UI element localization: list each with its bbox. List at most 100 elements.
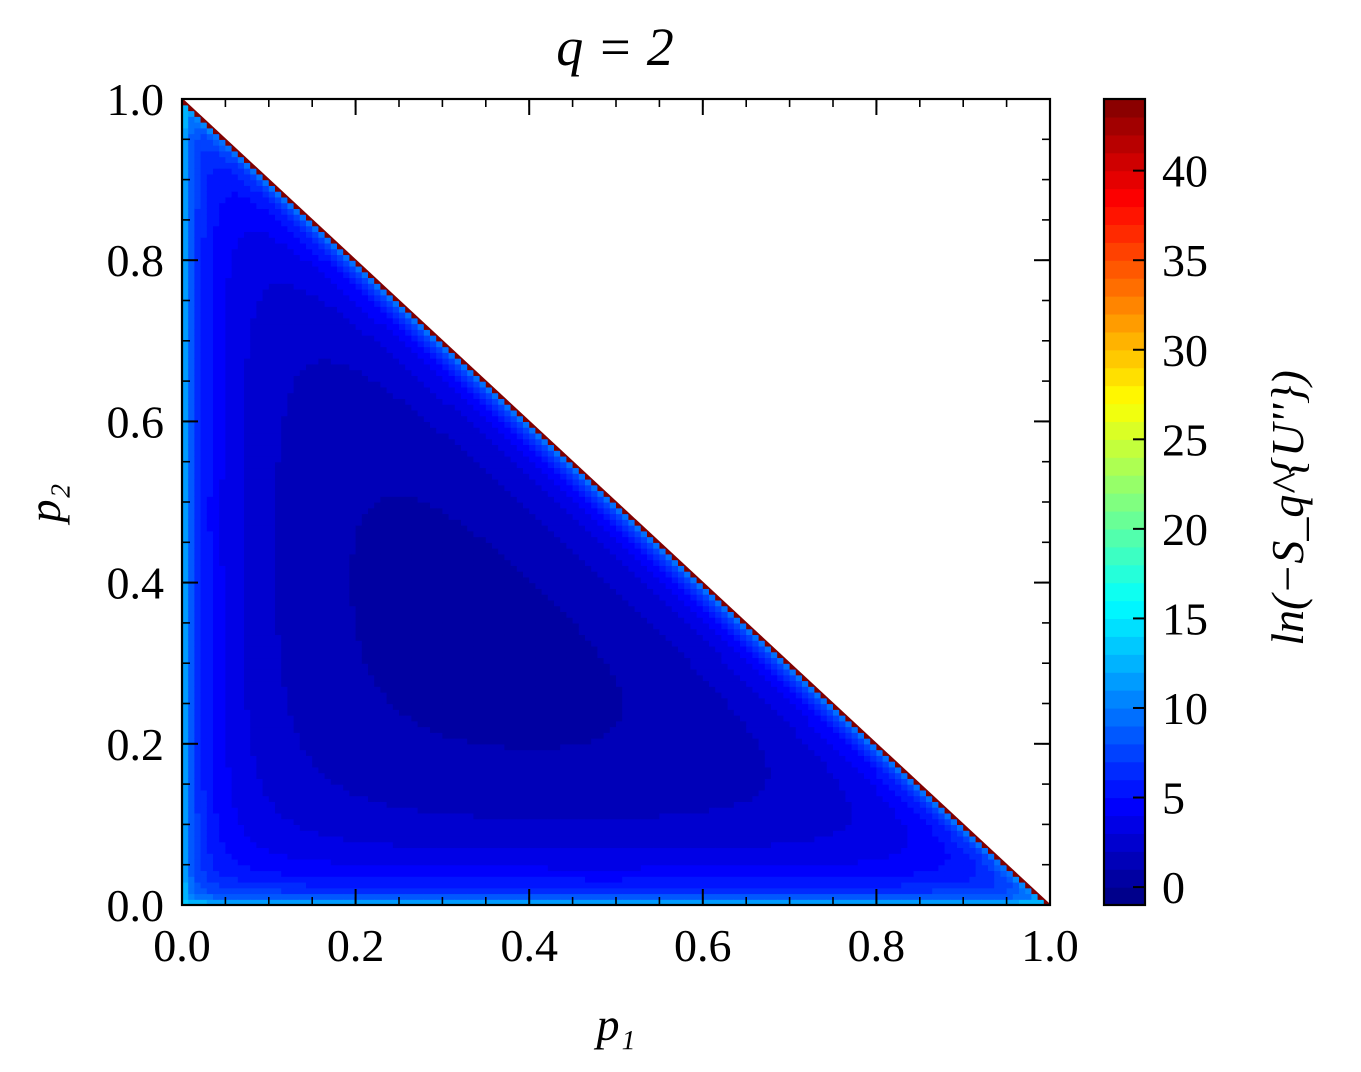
heatmap-cell (219, 312, 226, 319)
heatmap-cell (361, 726, 369, 733)
heatmap-cell (343, 381, 350, 388)
heatmap-cell (330, 536, 338, 543)
heatmap-cell (281, 323, 288, 330)
heatmap-cell (380, 651, 388, 659)
heatmap-cell (200, 231, 208, 238)
heatmap-cell (262, 847, 270, 854)
heatmap-cell (262, 668, 270, 676)
heatmap-cell (293, 329, 301, 336)
heatmap-cell (337, 709, 344, 716)
heatmap-cell (392, 697, 400, 705)
heatmap-cell (244, 784, 251, 791)
heatmap-cell (380, 899, 388, 905)
heatmap-cell (392, 317, 400, 325)
heatmap-cell (200, 346, 208, 353)
heatmap-cell (380, 663, 388, 670)
heatmap-cell (349, 755, 357, 762)
heatmap-cell (349, 795, 357, 802)
heatmap-cell (237, 847, 245, 854)
heatmap-cell (206, 525, 214, 532)
heatmap-cell (355, 841, 363, 849)
heatmap-cell (330, 576, 338, 584)
heatmap-cell (392, 582, 400, 589)
heatmap-cell (237, 398, 245, 405)
heatmap-cell (349, 697, 357, 705)
heatmap-cell (219, 761, 226, 768)
heatmap-cell (237, 484, 245, 492)
heatmap-cell (306, 225, 313, 233)
heatmap-cell (281, 358, 288, 365)
heatmap-cell (206, 219, 214, 227)
heatmap-cell (349, 858, 357, 866)
heatmap-cell (275, 214, 282, 221)
heatmap-cell (237, 444, 245, 451)
heatmap-cell (423, 645, 431, 653)
heatmap-cell (392, 628, 400, 636)
heatmap-cell (368, 674, 375, 682)
heatmap-cell (380, 450, 388, 457)
heatmap-cell (306, 265, 313, 273)
heatmap-cell (386, 887, 394, 895)
heatmap-cell (250, 645, 257, 653)
heatmap-cell (324, 617, 332, 624)
heatmap-cell (256, 893, 264, 900)
heatmap-cell (361, 789, 369, 797)
heatmap-cell (188, 306, 195, 313)
heatmap-cell (355, 455, 363, 463)
heatmap-cell (182, 358, 189, 365)
heatmap-cell (380, 427, 388, 434)
heatmap-cell (330, 709, 338, 716)
heatmap-cell (368, 622, 375, 630)
heatmap-cell (287, 893, 295, 900)
heatmap-cell (225, 599, 233, 607)
heatmap-cell (206, 335, 214, 342)
heatmap-cell (287, 651, 295, 659)
heatmap-cell (417, 548, 425, 555)
heatmap-cell (231, 214, 239, 221)
heatmap-cell (368, 571, 375, 578)
heatmap-cell (250, 502, 257, 509)
heatmap-cell (256, 179, 264, 186)
heatmap-cell (244, 438, 251, 446)
heatmap-cell (281, 392, 288, 399)
heatmap-cell (417, 530, 425, 538)
heatmap-cell (349, 415, 357, 422)
heatmap-cell (281, 789, 288, 797)
heatmap-cell (268, 450, 276, 457)
heatmap-cell (374, 369, 381, 376)
heatmap-cell (374, 427, 381, 434)
heatmap-cell (281, 594, 288, 601)
heatmap-cell (225, 841, 233, 849)
heatmap-cell (312, 450, 319, 457)
heatmap-cell (231, 715, 239, 722)
heatmap-cell (436, 657, 443, 664)
heatmap-cell (417, 496, 425, 503)
heatmap-cell (355, 761, 363, 768)
heatmap-cell (206, 467, 214, 474)
heatmap-cell (405, 645, 412, 653)
heatmap-cell (343, 784, 350, 791)
heatmap-cell (250, 605, 257, 612)
heatmap-cell (237, 306, 245, 313)
heatmap-cell (281, 899, 288, 905)
heatmap-cell (206, 709, 214, 716)
heatmap-cell (287, 668, 295, 676)
heatmap-cell (349, 484, 357, 492)
heatmap-cell (355, 876, 363, 883)
heatmap-cell (386, 317, 394, 325)
heatmap-cell (423, 611, 431, 618)
heatmap-cell (231, 617, 239, 624)
heatmap-cell (423, 582, 431, 589)
heatmap-cell (256, 876, 264, 883)
heatmap-cell (337, 438, 344, 446)
heatmap-cell (268, 789, 276, 797)
heatmap-cell (250, 663, 257, 670)
heatmap-cell (237, 732, 245, 739)
heatmap-cell (399, 455, 406, 463)
heatmap-cell (411, 870, 419, 877)
heatmap-cell (182, 795, 189, 802)
heatmap-cell (361, 525, 369, 532)
heatmap-cell (182, 404, 189, 411)
heatmap-cell (275, 657, 282, 664)
heatmap-cell (368, 582, 375, 589)
